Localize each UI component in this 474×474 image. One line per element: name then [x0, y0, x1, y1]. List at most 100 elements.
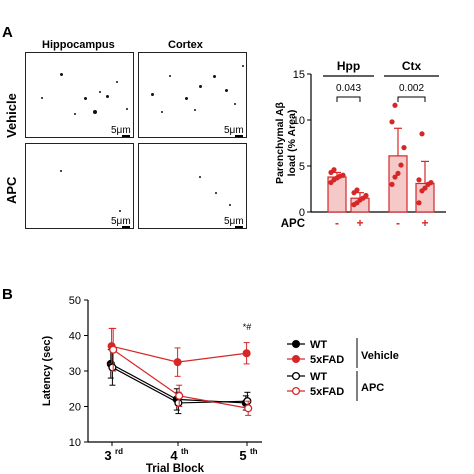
- plaque-dot: [215, 192, 217, 194]
- plaque-dot: [41, 97, 43, 99]
- y-tick-label: 30: [69, 366, 81, 378]
- x-row-label: APC: [281, 218, 305, 230]
- data-point: [419, 131, 425, 137]
- plaque-dot: [234, 103, 236, 105]
- legend-group-label: Vehicle: [361, 350, 399, 362]
- micrograph-vehicle-hippocampus: 5μm: [25, 52, 134, 138]
- y-tick-label: 50: [69, 295, 81, 307]
- plaque-dot: [93, 110, 97, 114]
- plaque-dot: [242, 65, 244, 67]
- x-category-label: +: [356, 216, 363, 230]
- y-tick-label: 15: [293, 69, 305, 81]
- data-point: [363, 192, 369, 199]
- micrograph-apc-cortex: 5μm: [138, 143, 247, 229]
- data-point: [108, 363, 117, 372]
- plaque-dot: [84, 97, 87, 100]
- p-value-label: 0.002: [399, 83, 424, 94]
- scale-label: 5μm: [111, 125, 131, 136]
- plaque-dot: [151, 93, 154, 96]
- data-point: [109, 345, 118, 354]
- data-point: [242, 349, 251, 358]
- x-category-label: -: [335, 216, 339, 230]
- data-point: [398, 162, 404, 168]
- plaque-dot: [60, 73, 63, 76]
- data-point: [395, 170, 401, 176]
- data-point: [428, 179, 434, 186]
- y-axis-label: load (% Area): [286, 110, 298, 177]
- x-axis-label: Trial Block: [146, 463, 205, 474]
- scale-bar: [122, 226, 130, 228]
- data-point: [392, 174, 398, 180]
- column-label-hippocampus: Hippocampus: [42, 39, 115, 51]
- plaque-dot: [60, 170, 62, 172]
- plaque-dot: [199, 85, 202, 88]
- data-point: [340, 172, 346, 178]
- panel-a-letter: A: [2, 24, 13, 41]
- scale-bar: [235, 226, 243, 228]
- plaque-dot: [126, 108, 128, 110]
- scale-label: 5μm: [224, 216, 244, 227]
- scale-bar: [235, 135, 243, 137]
- plaque-dot: [119, 210, 121, 212]
- x-tick-label: 3: [104, 448, 111, 463]
- plaque-dot: [199, 176, 201, 178]
- scale-bar: [122, 135, 130, 137]
- data-point: [354, 187, 360, 193]
- x-tick-label: 5: [239, 448, 246, 463]
- data-point: [416, 200, 422, 206]
- data-point: [173, 358, 182, 367]
- data-point: [389, 181, 395, 187]
- data-point: [331, 167, 337, 173]
- significance-annotation: *#: [243, 322, 252, 332]
- micrograph-apc-hippocampus: 5μm: [25, 143, 134, 229]
- legend-marker: [291, 339, 301, 349]
- plaque-dot: [194, 109, 196, 111]
- data-point: [422, 185, 428, 191]
- y-axis-label: Parenchymal Aβ: [274, 101, 286, 183]
- micrograph-vehicle-cortex: 5μm: [138, 52, 247, 138]
- y-tick-label: 20: [69, 402, 81, 414]
- group-label: Hpp: [337, 59, 360, 73]
- legend-marker: [291, 371, 301, 381]
- data-point: [401, 145, 407, 151]
- plaque-dot: [106, 95, 109, 98]
- plaque-dot: [229, 204, 231, 206]
- panel-b-letter: B: [2, 286, 13, 303]
- scale-label: 5μm: [224, 125, 244, 136]
- plaque-dot: [213, 75, 216, 78]
- x-tick-label: 4: [170, 448, 178, 463]
- y-tick-label: 5: [299, 161, 305, 173]
- legend-group-label: APC: [361, 382, 384, 394]
- legend-label: 5xFAD: [310, 354, 344, 366]
- x-tick-superscript: th: [250, 447, 258, 456]
- p-value-label: 0.043: [336, 83, 361, 94]
- data-point: [174, 398, 183, 407]
- comparison-bracket: [397, 96, 426, 102]
- data-point: [175, 391, 184, 400]
- legend-label: WT: [310, 339, 327, 351]
- scale-label: 5μm: [111, 216, 131, 227]
- y-tick-label: 40: [69, 331, 81, 343]
- legend-marker: [291, 386, 301, 396]
- data-point: [244, 404, 253, 413]
- plaque-dot: [185, 97, 188, 100]
- plaque-dot: [116, 81, 118, 83]
- data-point: [389, 119, 395, 125]
- x-tick-superscript: th: [181, 447, 189, 456]
- plaque-dot: [99, 91, 101, 93]
- plaque-dot: [161, 111, 163, 113]
- x-category-label: -: [396, 216, 400, 230]
- legend-label: 5xFAD: [310, 386, 344, 398]
- legend-marker: [291, 354, 301, 364]
- legend-label: WT: [310, 371, 327, 383]
- plaque-dot: [169, 75, 171, 77]
- comparison-bracket: [336, 96, 361, 102]
- column-label-cortex: Cortex: [168, 39, 203, 51]
- x-tick-superscript: rd: [115, 447, 123, 456]
- y-tick-label: 0: [299, 207, 305, 219]
- data-point: [392, 102, 398, 108]
- data-point: [416, 177, 422, 183]
- plaque-dot: [74, 113, 76, 115]
- plaque-dot: [225, 89, 228, 92]
